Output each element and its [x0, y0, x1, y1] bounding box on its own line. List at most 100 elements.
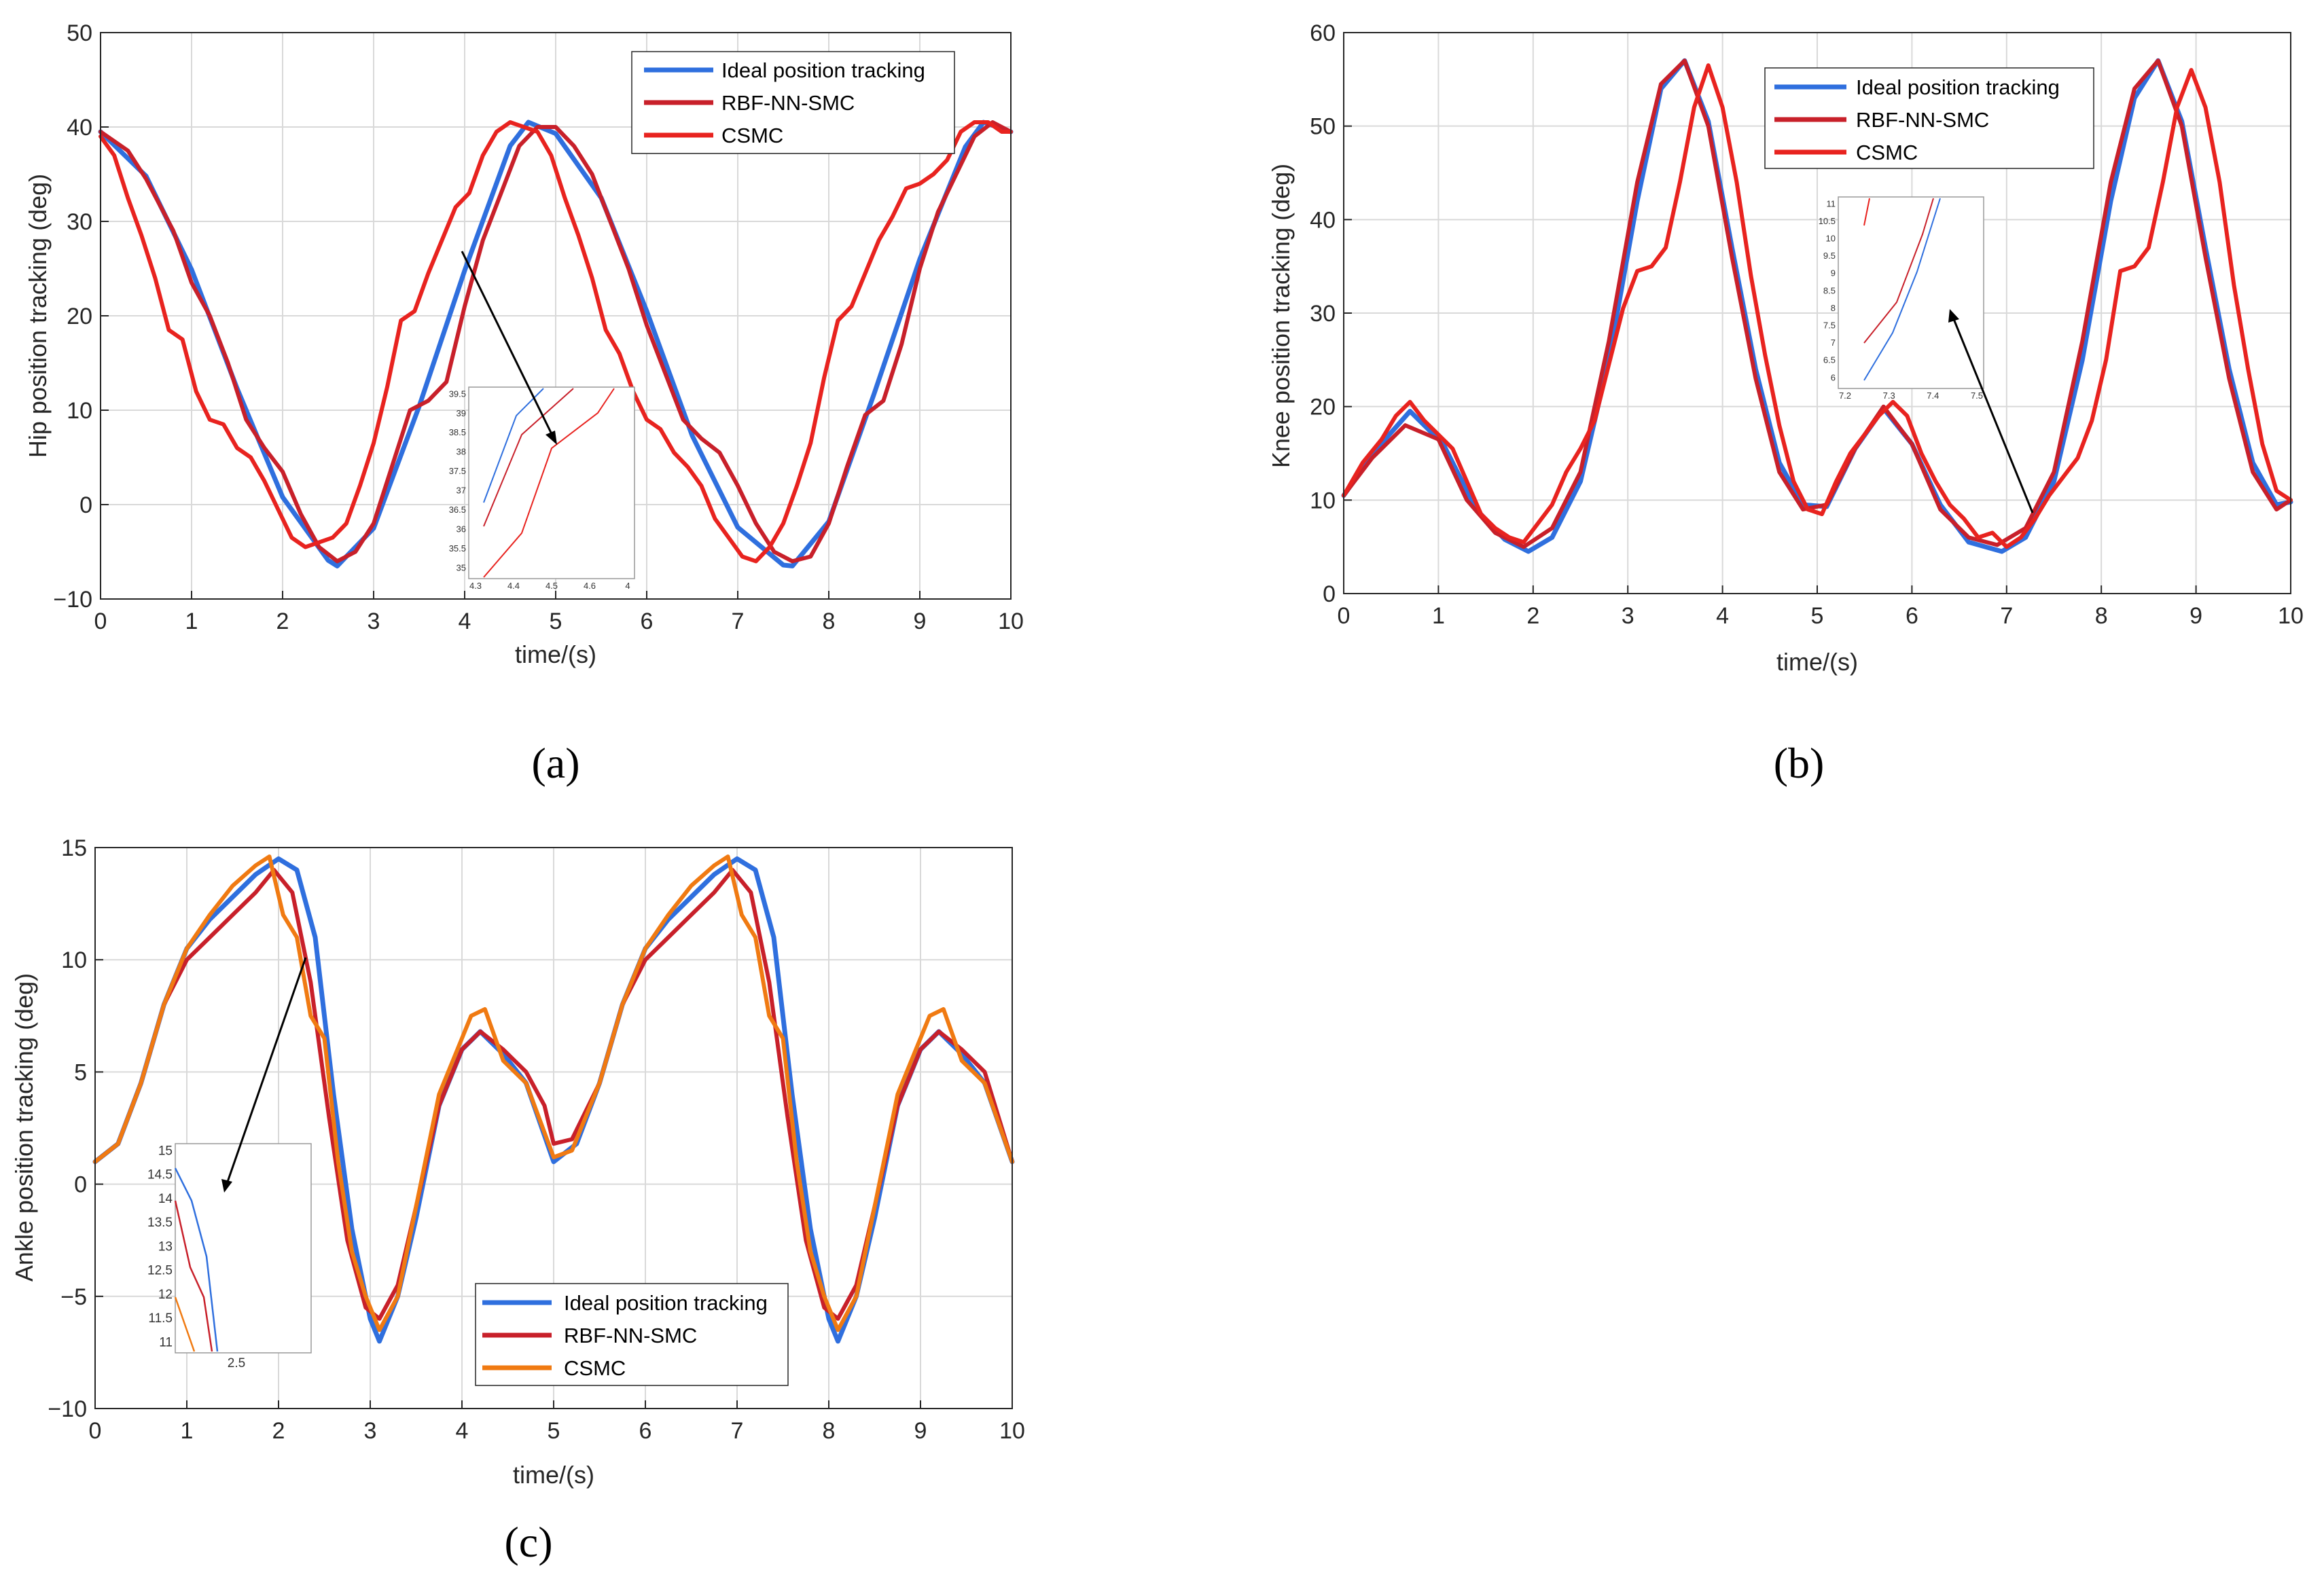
- series-line-csmc: [99, 120, 1013, 564]
- y-tick-label: −5: [60, 1284, 87, 1310]
- y-tick-label: 40: [1310, 207, 1336, 233]
- inset-x-tick-label: 7.4: [1927, 391, 1939, 401]
- x-tick-label: 2: [276, 609, 289, 634]
- inset-y-tick-label: 9: [1831, 268, 1836, 278]
- chart-panel-b: 0 1 2 3 4 5 6 7 8 9 10 0 10 20 30 40 50 60 time/(s) Knee …: [1267, 20, 2304, 787]
- inset-xticks-a: 4.3 4.4 4.5 4.6 4: [469, 581, 630, 591]
- y-axis-label-b: Knee position tracking (deg): [1267, 164, 1295, 468]
- x-tick-label: 9: [914, 609, 927, 634]
- x-tick-label: 7: [731, 1418, 744, 1444]
- zoom-inset-c: 15 14.5 14 13.5 13 12.5 12 11.5 11 2.5: [147, 1143, 312, 1371]
- inset-x-tick-label: 4: [625, 581, 630, 591]
- inset-x-tick-label: 7.5: [1971, 391, 1983, 401]
- y-tick-label: 0: [74, 1172, 87, 1198]
- legend-label-csmc-b: CSMC: [1856, 141, 1918, 164]
- x-tick-label: 8: [823, 609, 836, 634]
- x-tick-label: 3: [368, 609, 380, 634]
- inset-y-tick-label: 9.5: [1823, 251, 1836, 261]
- x-axis-label-b: time/(s): [1776, 648, 1858, 676]
- inset-x-tick-label: 2.5: [228, 1356, 245, 1371]
- x-tick-label: 3: [1622, 603, 1634, 629]
- x-tick-label: 10: [2278, 603, 2304, 629]
- inset-x-tick-label: 4.4: [507, 581, 520, 591]
- zoom-arrowhead-b: [1948, 309, 1959, 323]
- legend-b: Ideal position tracking RBF-NN-SMC CSMC: [1764, 67, 2094, 169]
- inset-y-tick-label: 11: [1827, 198, 1836, 208]
- zoom-arrowhead-a: [546, 431, 557, 445]
- x-axis-label-a: time/(s): [515, 640, 596, 668]
- x-tick-label: 7: [732, 609, 745, 634]
- inset-y-tick-label: 36.5: [449, 505, 466, 515]
- x-tick-label: 4: [456, 1418, 469, 1444]
- y-tick-label: 60: [1310, 20, 1336, 46]
- x-tick-label: 6: [639, 1418, 652, 1444]
- x-tick-label: 4: [459, 609, 471, 634]
- x-tick-label: 6: [641, 609, 654, 634]
- x-tick-label: 10: [998, 609, 1024, 634]
- series-line-ideal-position-tracking: [98, 120, 1014, 568]
- y-axis-label-c: Ankle position tracking (deg): [10, 973, 38, 1282]
- legend-label-csmc-c: CSMC: [564, 1356, 626, 1380]
- inset-line-csmc-b: [1863, 198, 1870, 226]
- x-tick-label: 2: [1526, 603, 1539, 629]
- inset-yticks-c: 15 14.5 14 13.5 13 12.5 12 11.5 11: [147, 1144, 173, 1349]
- inset-y-tick-label: 6.5: [1823, 355, 1836, 365]
- y-axis-label-a: Hip position tracking (deg): [24, 174, 52, 458]
- x-tick-label: 3: [364, 1418, 377, 1444]
- zoom-arrowhead-c: [221, 1179, 232, 1193]
- inset-line-csmc-a: [483, 388, 615, 578]
- series-group-c: [92, 854, 1015, 1344]
- x-tick-label: 9: [2189, 603, 2202, 629]
- inset-y-tick-label: 36: [457, 524, 466, 534]
- y-tick-label: 0: [1323, 581, 1336, 607]
- inset-y-tick-label: 37.5: [449, 466, 466, 476]
- y-tick-label: 30: [67, 209, 92, 235]
- inset-y-tick-label: 13.5: [147, 1216, 173, 1230]
- y-tick-label: 20: [1310, 395, 1336, 420]
- inset-y-tick-label: 14.5: [147, 1168, 173, 1182]
- legend-c: Ideal position tracking RBF-NN-SMC CSMC: [475, 1283, 789, 1386]
- inset-frame-c: [175, 1143, 312, 1354]
- x-tick-label: 4: [1716, 603, 1729, 629]
- inset-y-tick-label: 37: [457, 486, 466, 496]
- y-tick-label: 30: [1310, 301, 1336, 327]
- series-line-rbf-nn-smc: [93, 868, 1014, 1321]
- y-tick-label: 10: [67, 398, 92, 424]
- inset-y-tick-label: 39: [457, 408, 466, 418]
- legend-label-ideal-a: Ideal position tracking: [721, 58, 925, 82]
- x-tick-label: 10: [999, 1418, 1025, 1444]
- zoom-inset-a: 39.5 39 38.5 38 37.5 37 36.5 36 35.5 35 4.3 4.4 4.5…: [449, 386, 635, 591]
- inset-frame-b: [1838, 196, 1984, 389]
- inset-x-tick-label: 7.2: [1839, 391, 1851, 401]
- series-group-b: [1341, 58, 2293, 554]
- x-tick-label: 5: [550, 609, 562, 634]
- y-tick-label: 50: [67, 20, 92, 46]
- inset-yticks-a: 39.5 39 38.5 38 37.5 37 36.5 36 35.5 35: [449, 388, 466, 573]
- inset-xticks-c: 2.5: [228, 1356, 245, 1371]
- inset-y-tick-label: 14: [158, 1192, 173, 1206]
- y-tick-label: 0: [79, 492, 92, 518]
- inset-y-tick-label: 35: [457, 562, 466, 573]
- x-tick-label: 7: [2000, 603, 2013, 629]
- panel-label-b: (b): [1774, 739, 1825, 787]
- inset-line-ideal-b: [1863, 198, 1941, 381]
- panel-label-a: (a): [531, 739, 579, 787]
- legend-label-csmc-a: CSMC: [721, 124, 783, 147]
- inset-x-tick-label: 4.5: [546, 581, 558, 591]
- inset-y-tick-label: 11: [159, 1335, 173, 1349]
- x-tick-label: 0: [1338, 603, 1351, 629]
- x-tick-label: 1: [1432, 603, 1445, 629]
- x-tick-label: 2: [272, 1418, 285, 1444]
- x-tick-label: 1: [181, 1418, 194, 1444]
- inset-line-rbf-a: [483, 388, 574, 527]
- inset-line-ideal-c: [174, 1167, 219, 1352]
- inset-x-tick-label: 4.6: [584, 581, 596, 591]
- y-tick-label: −10: [48, 1396, 87, 1422]
- series-group-a: [98, 120, 1014, 568]
- inset-y-tick-label: 12.5: [147, 1264, 173, 1278]
